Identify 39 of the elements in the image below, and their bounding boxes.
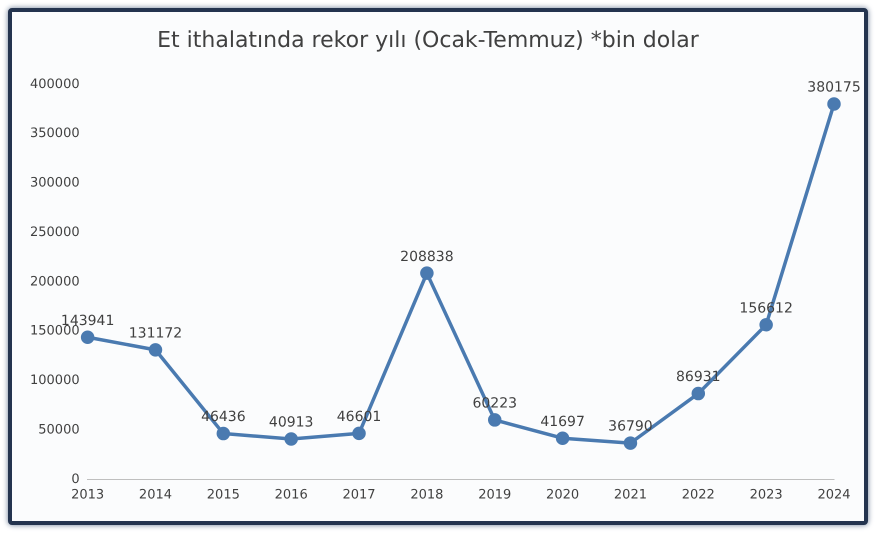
data-label: 40913 <box>268 414 314 431</box>
y-tick-label: 50000 <box>38 422 80 438</box>
x-tick-label: 2014 <box>138 488 172 503</box>
x-tick-label: 2023 <box>750 488 783 503</box>
point <box>148 343 162 357</box>
point <box>352 426 366 440</box>
point <box>420 266 434 280</box>
x-tick-label: 2022 <box>682 488 715 503</box>
point <box>284 432 298 446</box>
x-tick-label: 2020 <box>546 488 580 503</box>
data-label: 380175 <box>807 80 861 96</box>
point <box>556 431 570 445</box>
point <box>488 413 502 427</box>
x-tick-label: 2024 <box>817 488 851 503</box>
data-label: 36790 <box>608 418 653 435</box>
y-tick-label: 400000 <box>30 76 80 92</box>
x-tick-label: 2016 <box>274 488 308 503</box>
point <box>80 330 94 344</box>
point <box>827 97 841 111</box>
x-tick-label: 2019 <box>478 488 512 503</box>
y-tick-label: 350000 <box>30 126 80 142</box>
y-tick-label: 300000 <box>30 176 80 191</box>
y-tick-label: 0 <box>71 472 80 487</box>
data-label: 41697 <box>540 414 585 430</box>
chart-title: Et ithalatında rekor yılı (Ocak-Temmuz) *bin dolar <box>157 28 700 53</box>
point <box>692 386 706 400</box>
x-tick-label: 2018 <box>410 488 444 503</box>
x-tick-label: 2013 <box>71 488 104 503</box>
data-label: 208838 <box>400 248 454 265</box>
x-tick-label: 2021 <box>614 488 647 503</box>
x-tick-label: 2017 <box>342 488 376 503</box>
y-tick-label: 100000 <box>30 373 80 388</box>
y-tick-label: 250000 <box>30 224 80 240</box>
x-tick-label: 2015 <box>206 488 240 503</box>
point <box>216 426 230 440</box>
point <box>624 436 638 450</box>
data-label: 131172 <box>128 326 182 342</box>
y-tick-label: 200000 <box>30 274 80 290</box>
point <box>759 318 773 332</box>
